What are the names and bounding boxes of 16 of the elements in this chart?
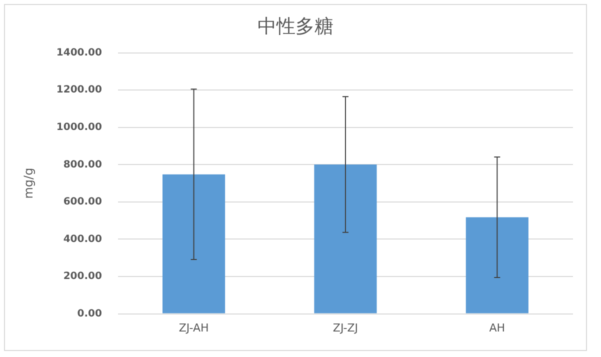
- y-tick-label: 200.00: [63, 271, 102, 282]
- y-tick-label: 1000.00: [56, 122, 102, 133]
- y-tick-label: 1400.00: [56, 47, 102, 58]
- y-tick-label: 600.00: [63, 196, 102, 208]
- y-tick-label: 0.00: [77, 308, 102, 320]
- bar: [162, 174, 226, 314]
- x-tick-label: AH: [489, 321, 506, 334]
- y-tick-label: 1200.00: [56, 84, 102, 96]
- y-tick-label: 800.00: [63, 159, 102, 170]
- x-tick-label: ZJ-AH: [178, 321, 209, 334]
- chart-title: 中性多糖: [258, 15, 334, 38]
- bar: [466, 217, 528, 314]
- x-tick-label: ZJ-ZJ: [332, 321, 358, 334]
- y-axis-title: mg/g: [21, 168, 36, 199]
- bar: [314, 164, 377, 314]
- y-tick-label: 400.00: [63, 234, 102, 245]
